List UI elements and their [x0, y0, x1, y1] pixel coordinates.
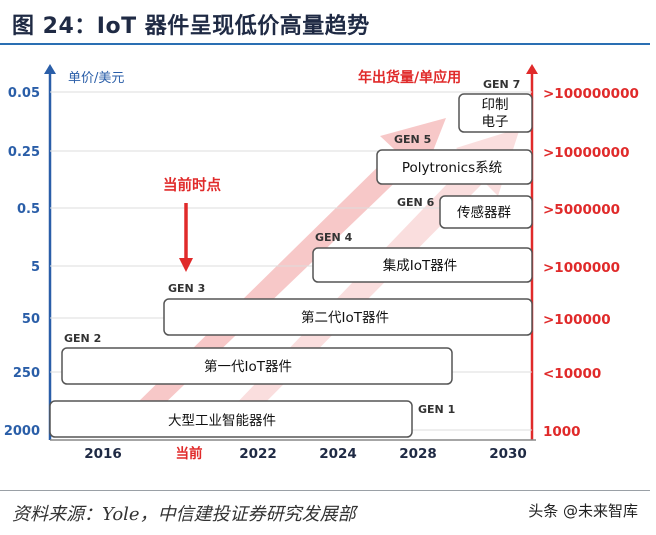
generation-box	[439, 195, 533, 229]
timeline-chart: 单价/美元 年出货量/单应用 GEN 1 大型工业智能器件 GEN 2 第一代IoT器件…	[4, 64, 639, 462]
current-time-marker: 当前时点	[163, 176, 221, 272]
figure-title: 图 24：IoT 器件呈现低价高量趋势	[12, 14, 370, 39]
right-tick-label: >100000	[543, 312, 611, 328]
left-tick-label: 0.05	[8, 86, 40, 101]
left-tick-label: 2000	[4, 424, 40, 439]
right-tick-label: >10000000	[543, 145, 629, 161]
generation-box	[61, 347, 453, 385]
current-time-label: 当前时点	[163, 176, 221, 194]
x-tick-label: 2016	[84, 446, 122, 462]
right-tick-label: >100000000	[543, 86, 639, 102]
trend-arrows	[92, 118, 520, 408]
generation-tag: GEN 5	[394, 133, 431, 146]
x-tick-label: 2024	[319, 446, 357, 462]
left-tick-label: 0.25	[8, 145, 40, 160]
generation-label: 第二代IoT器件	[301, 309, 389, 326]
generation-box	[376, 149, 533, 185]
x-tick-label: 当前	[176, 445, 203, 462]
generation-label: Polytronics系统	[402, 160, 502, 176]
x-tick-label: 2030	[489, 446, 527, 462]
right-tick-label: >5000000	[543, 202, 620, 218]
x-tick-label: 2022	[239, 446, 277, 462]
current-time-arrowhead	[179, 258, 193, 272]
left-tick-label: 0.5	[17, 202, 40, 217]
generation-tag: GEN 4	[315, 231, 353, 244]
title-divider	[0, 43, 650, 45]
watermark: 头条 @未来智库	[528, 502, 638, 520]
generation-box	[312, 247, 533, 283]
generation-label: 大型工业智能器件	[168, 413, 276, 429]
source-note: 资料来源：Yole，中信建投证券研究发展部	[12, 504, 356, 525]
left-axis-label: 单价/美元	[68, 71, 124, 86]
generation-tag: GEN 6	[397, 196, 435, 209]
trend-arrow-secondary	[188, 128, 520, 408]
generation-tag: GEN 1	[418, 403, 455, 416]
generation-label: 印制电子	[482, 97, 509, 130]
generation-box	[49, 400, 413, 438]
generation-label: 第一代IoT器件	[204, 358, 292, 375]
right-axis-label: 年出货量/单应用	[358, 69, 461, 86]
generation-boxes: GEN 1 大型工业智能器件 GEN 2 第一代IoT器件 GEN 3 第二代IoT器件 G…	[49, 78, 533, 438]
generation-box	[458, 93, 533, 133]
trend-arrow-main	[92, 118, 446, 408]
x-tick-label: 2028	[399, 446, 437, 462]
tick-labels: 0.05 0.25 0.5 5 50 250 2000 >100000000 >10000000…	[4, 86, 639, 462]
generation-label: 传感器群	[457, 204, 511, 221]
right-axis-arrowhead	[526, 64, 538, 74]
right-tick-label: <10000	[543, 366, 601, 382]
generation-tag: GEN 2	[64, 332, 101, 345]
generation-tag: GEN 7	[483, 78, 520, 91]
left-axis-arrowhead	[44, 64, 56, 74]
footer-divider	[0, 490, 650, 491]
left-tick-label: 5	[31, 260, 40, 275]
left-tick-label: 250	[13, 366, 40, 381]
right-tick-label: 1000	[543, 424, 581, 440]
right-tick-label: >1000000	[543, 260, 620, 276]
generation-box	[163, 298, 533, 336]
left-tick-label: 50	[22, 312, 40, 327]
generation-label: 集成IoT器件	[383, 258, 458, 274]
generation-tag: GEN 3	[168, 282, 205, 295]
